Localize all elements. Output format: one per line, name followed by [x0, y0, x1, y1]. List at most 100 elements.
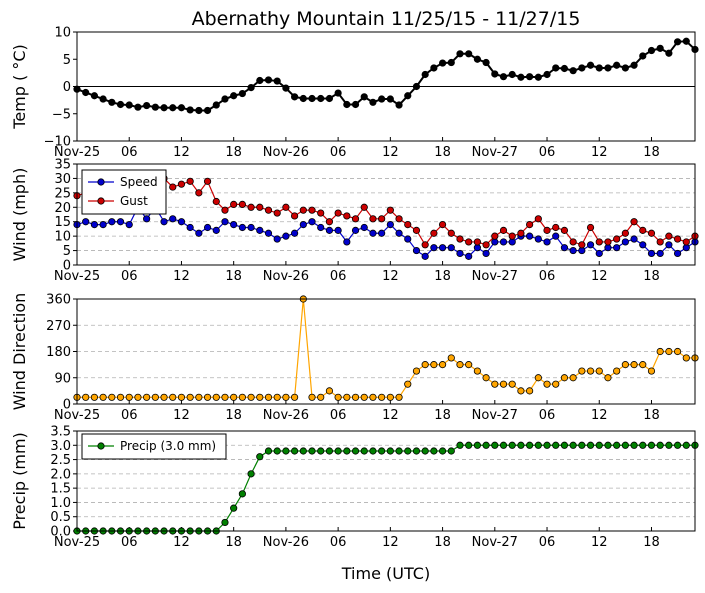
data-point-wind-gust — [482, 241, 490, 249]
data-point-temp-temp — [673, 38, 682, 46]
y-tick-label-wind: 5 — [63, 244, 71, 259]
data-point-direction-direction — [273, 393, 281, 401]
data-point-wind-gust — [169, 183, 177, 191]
data-point-wind-speed — [238, 223, 246, 232]
data-point-direction-direction — [482, 374, 490, 382]
data-point-precip-precip — [578, 441, 586, 449]
data-point-wind-gust — [404, 221, 412, 229]
data-point-direction-direction — [282, 393, 290, 401]
data-point-wind-speed — [386, 221, 394, 229]
data-point-precip-precip — [317, 447, 325, 455]
data-point-wind-speed — [256, 226, 264, 234]
data-point-precip-precip — [308, 447, 316, 455]
data-point-precip-precip — [508, 441, 516, 449]
data-point-temp-temp — [169, 104, 177, 112]
data-point-temp-temp — [256, 76, 264, 85]
data-point-wind-gust — [456, 235, 464, 243]
data-point-temp-temp — [308, 94, 316, 103]
y-tick-label-precip: 2.0 — [50, 467, 71, 482]
legend-precip: Precip (3.0 mm) — [81, 433, 227, 460]
data-point-direction-direction — [665, 347, 673, 356]
data-point-direction-direction — [212, 393, 220, 401]
y-tick-label-wind: 20 — [54, 201, 71, 216]
data-point-wind-speed — [186, 223, 194, 232]
data-point-precip-precip — [412, 447, 421, 455]
data-point-direction-direction — [438, 361, 447, 369]
legend-label-gust: Gust — [120, 194, 148, 208]
x-tick-label-wind: Nov-25 — [54, 269, 100, 284]
panel-direction: 0 90 180 270 360 Nov-25 06 12 18 Nov-26 06 12 18 Nov-… — [10, 293, 699, 423]
data-point-temp-temp — [604, 64, 612, 72]
x-tick-label-wind: 12 — [591, 269, 608, 284]
data-point-temp-temp — [212, 101, 220, 109]
data-point-direction-direction — [526, 387, 534, 395]
x-tick-label-wind: 12 — [382, 269, 399, 284]
data-point-temp-temp — [221, 95, 229, 103]
data-point-precip-precip — [543, 441, 551, 449]
data-point-temp-temp — [247, 83, 255, 92]
x-tick-label-temp: 18 — [434, 145, 451, 160]
data-point-temp-temp — [430, 64, 438, 72]
x-tick-label-precip: 06 — [330, 535, 347, 550]
data-point-precip-precip — [491, 441, 499, 449]
data-point-direction-direction — [552, 380, 560, 388]
data-point-direction-direction — [534, 374, 542, 382]
data-point-direction-direction — [134, 393, 142, 401]
data-point-temp-temp — [491, 70, 499, 78]
y-axis-label-temp: Temp ( °C) — [10, 44, 29, 129]
data-point-temp-temp — [299, 94, 307, 103]
data-point-direction-direction — [169, 393, 177, 401]
data-point-direction-direction — [586, 367, 595, 375]
data-point-temp-temp — [412, 82, 421, 91]
data-point-wind-speed — [82, 218, 90, 226]
data-point-wind-speed — [169, 215, 177, 223]
data-point-direction-direction — [673, 347, 682, 356]
data-point-precip-precip — [325, 447, 334, 455]
data-point-direction-direction — [647, 367, 656, 375]
data-point-precip-precip — [630, 441, 638, 449]
data-point-wind-gust — [386, 206, 394, 214]
data-point-temp-temp — [621, 64, 629, 72]
data-point-wind-speed — [412, 246, 421, 255]
data-point-wind-speed — [116, 218, 125, 226]
data-point-temp-temp — [273, 77, 281, 85]
data-point-precip-precip — [499, 441, 508, 449]
y-tick-label-precip: 2.5 — [50, 453, 71, 468]
y-tick-label-direction: 270 — [46, 319, 71, 334]
data-point-precip-precip — [404, 447, 412, 455]
data-point-precip-precip — [639, 441, 647, 449]
data-point-wind-gust — [177, 180, 186, 188]
data-point-precip-precip — [517, 441, 525, 449]
x-tick-label-temp: 18 — [225, 145, 242, 160]
x-tick-label-wind: Nov-26 — [263, 269, 309, 284]
data-point-precip-precip — [334, 447, 342, 455]
axes-frame-wind — [76, 163, 696, 266]
data-point-temp-temp — [560, 64, 569, 73]
x-tick-label-direction: 06 — [121, 408, 138, 423]
data-point-precip-precip — [613, 441, 621, 449]
data-point-temp-temp — [82, 88, 90, 97]
data-point-precip-precip — [291, 447, 299, 455]
data-point-temp-temp — [282, 84, 290, 92]
data-point-wind-gust — [569, 238, 577, 246]
data-point-precip-precip — [456, 441, 464, 449]
x-tick-label-wind: 06 — [121, 269, 138, 284]
data-point-temp-temp — [665, 49, 673, 57]
data-point-direction-direction — [334, 393, 342, 401]
data-point-direction-direction — [238, 393, 246, 401]
data-point-wind-speed — [308, 218, 316, 226]
data-point-direction-direction — [317, 393, 325, 401]
axes-frame-temp — [76, 31, 696, 142]
data-point-wind-gust — [499, 226, 508, 234]
y-tick-label-precip: 0.5 — [50, 510, 71, 525]
data-point-direction-direction — [369, 393, 377, 401]
data-point-temp-temp — [578, 64, 586, 72]
y-tick-label-direction: 360 — [46, 293, 71, 308]
data-point-wind-gust — [613, 235, 621, 243]
y-tick-label-wind: 15 — [54, 215, 71, 230]
data-point-wind-gust — [369, 215, 377, 223]
data-point-precip-precip — [621, 441, 629, 449]
panel-temp: −10 −5 0 5 10 Nov-25 06 12 18 Nov-26 06 12 18 Nov-27 0… — [10, 26, 699, 160]
x-tick-label-temp: 12 — [382, 145, 399, 160]
